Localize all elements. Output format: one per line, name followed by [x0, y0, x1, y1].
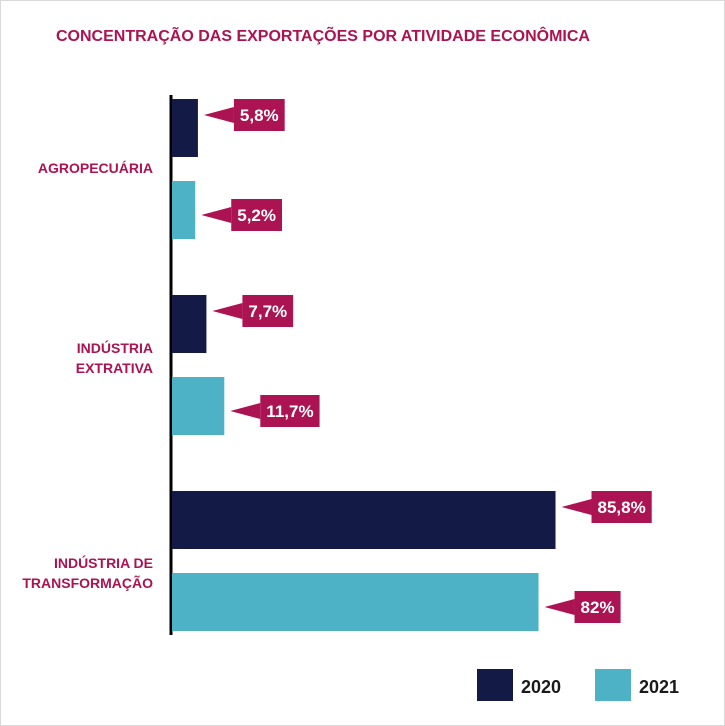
data-label-text: 11,7% [266, 402, 313, 421]
data-label-box [233, 99, 285, 131]
data-label-box [591, 491, 652, 523]
legend-swatch [477, 669, 513, 701]
category-label-line: TRANSFORMAÇÃO [22, 574, 153, 591]
data-label-pointer [544, 599, 575, 615]
data-label-2020-3: 85,8% [561, 491, 652, 523]
category-labels-layer: AGROPECUÁRIA INDÚSTRIA EXTRATIVA INDÚSTRIA … [22, 160, 153, 591]
data-label-box [574, 591, 621, 623]
data-label-text: 85,8% [598, 498, 646, 517]
data-label-text: 82% [581, 598, 615, 617]
data-label-2021-2: 11,7% [230, 395, 320, 427]
bar-2020-1 [172, 99, 198, 157]
category-label-line: INDÚSTRIA [77, 339, 153, 356]
bars-layer [172, 99, 556, 631]
data-label-box [260, 395, 320, 427]
data-label-pointer [230, 403, 261, 419]
data-label-text: 5,8% [240, 106, 279, 125]
legend-swatch [595, 669, 631, 701]
bar-2020-2 [172, 295, 207, 353]
category-label-line: INDÚSTRIA DE [54, 554, 153, 571]
data-label-2020-2: 7,7% [212, 295, 294, 327]
category-label-line: AGROPECUÁRIA [38, 160, 153, 176]
data-label-2021-3: 82% [544, 591, 621, 623]
data-label-pointer [203, 107, 234, 123]
bar-2021-3 [172, 573, 539, 631]
data-label-pointer [212, 303, 243, 319]
category-label-3: INDÚSTRIA DE TRANSFORMAÇÃO [22, 554, 153, 591]
legend-item-2020: 2020 [477, 669, 561, 701]
category-label-2: INDÚSTRIA EXTRATIVA [76, 339, 153, 376]
bar-2021-2 [172, 377, 225, 435]
legend-label: 2021 [639, 677, 679, 697]
data-label-text: 5,2% [237, 206, 276, 225]
legend-label: 2020 [521, 677, 561, 697]
data-label-2020-1: 5,8% [203, 99, 285, 131]
category-label-line: EXTRATIVA [76, 360, 153, 376]
legend-item-2021: 2021 [595, 669, 679, 701]
data-label-pointer [561, 499, 592, 515]
data-label-text: 7,7% [248, 302, 287, 321]
bar-2021-1 [172, 181, 196, 239]
data-label-box [231, 199, 282, 231]
legend: 2020 2021 [477, 669, 679, 701]
data-label-2021-1: 5,2% [201, 199, 282, 231]
data-label-pointer [201, 207, 232, 223]
data-labels-layer: 5,8% 7,7% 85,8% 5,2% 11,7% 82% [201, 99, 652, 623]
category-label-1: AGROPECUÁRIA [38, 160, 153, 176]
data-label-box [242, 295, 294, 327]
bar-2020-3 [172, 491, 556, 549]
chart-title: CONCENTRAÇÃO DAS EXPORTAÇÕES POR ATIVIDA… [56, 25, 590, 45]
